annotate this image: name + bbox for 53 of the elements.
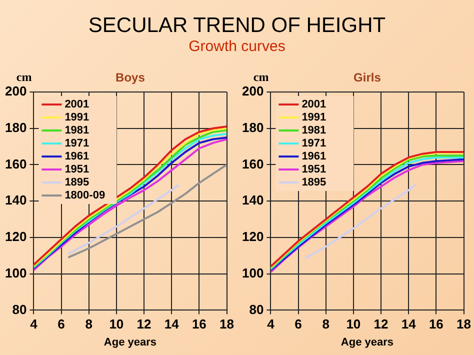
- legend-label: 1961: [64, 150, 90, 163]
- y-axis-title: cm: [253, 70, 269, 84]
- legend-label: 1981: [64, 124, 90, 137]
- y-tick-label: 200: [242, 84, 264, 99]
- legend-label: 2001: [64, 98, 90, 111]
- x-tick-label: 14: [401, 316, 417, 332]
- y-tick-label: 180: [242, 120, 264, 135]
- x-tick-label: 18: [220, 316, 234, 332]
- legend-label: 1991: [302, 112, 326, 124]
- legend-label: 1800-09: [64, 190, 106, 202]
- y-tick-label: 160: [242, 156, 264, 172]
- text: Growth curves: [188, 38, 286, 55]
- x-tick-label: 18: [456, 316, 472, 332]
- x-tick-label: 10: [109, 316, 124, 332]
- x-tick-label: 12: [374, 316, 388, 332]
- x-tick-label: 4: [267, 316, 276, 332]
- legend-label: 1951: [302, 164, 326, 176]
- y-tick-label: 100: [4, 265, 27, 280]
- y-tick-label: 120: [4, 229, 27, 244]
- legend-label: 1895: [302, 176, 326, 189]
- legend-label: 1961: [302, 150, 326, 163]
- y-tick-label: 120: [242, 229, 264, 244]
- legend-label: 1951: [64, 164, 90, 176]
- x-tick-label: 16: [428, 316, 444, 332]
- legend-label: 1991: [64, 112, 90, 124]
- x-tick-label: 6: [58, 316, 65, 332]
- chart-title: Girls: [354, 70, 382, 84]
- x-axis-title: Age years: [340, 336, 394, 348]
- y-tick-label: 140: [242, 192, 264, 208]
- y-tick-label: 100: [242, 265, 264, 280]
- legend-label: 1971: [302, 138, 326, 150]
- text: SECULAR TREND OF HEIGHT: [87, 14, 387, 38]
- legend-label: 1971: [64, 138, 90, 150]
- x-tick-label: 12: [136, 316, 152, 332]
- y-axis-title: cm: [16, 70, 32, 84]
- y-tick-label: 80: [12, 302, 27, 317]
- y-tick-label: 200: [4, 84, 27, 99]
- chart-title: Boys: [116, 70, 146, 84]
- legend-label: 1981: [302, 124, 326, 137]
- legend-label: 2001: [302, 98, 326, 111]
- x-tick-label: 10: [346, 316, 361, 332]
- x-tick-label: 8: [322, 316, 330, 332]
- x-tick-label: 4: [30, 316, 38, 332]
- x-tick-label: 6: [294, 316, 302, 332]
- y-tick-label: 160: [4, 156, 27, 172]
- y-tick-label: 180: [4, 120, 27, 135]
- x-tick-label: 8: [85, 316, 92, 332]
- x-tick-label: 16: [192, 316, 206, 332]
- x-axis-title: Age years: [104, 336, 157, 348]
- x-tick-label: 14: [164, 316, 180, 332]
- y-tick-label: 80: [249, 302, 264, 317]
- y-tick-label: 140: [4, 192, 27, 208]
- legend-label: 1895: [64, 176, 90, 189]
